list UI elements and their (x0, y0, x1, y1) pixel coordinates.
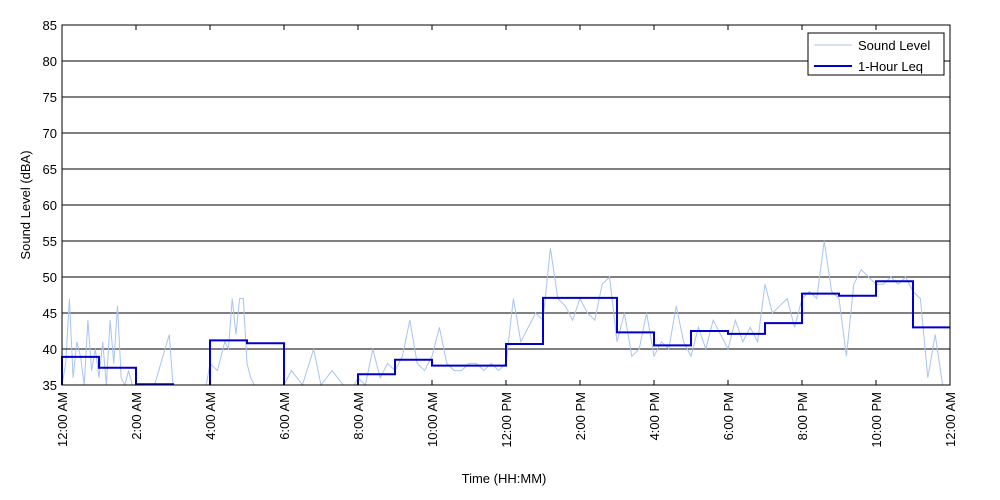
x-tick-label: 4:00 AM (203, 392, 218, 440)
x-tick-label: 12:00 PM (499, 392, 514, 448)
y-tick-label: 65 (43, 162, 57, 177)
x-tick-label: 2:00 AM (129, 392, 144, 440)
x-tick-label: 8:00 PM (795, 392, 810, 440)
x-axis-label: Time (HH:MM) (462, 471, 547, 486)
leq-step-line (61, 280, 950, 386)
legend-label-leq: 1-Hour Leq (858, 59, 923, 74)
y-axis-label: Sound Level (dBA) (18, 150, 33, 259)
legend: Sound Level 1-Hour Leq (807, 32, 945, 76)
y-tick-label: 35 (43, 378, 57, 393)
x-tick-label: 4:00 PM (647, 392, 662, 440)
y-tick-label: 60 (43, 198, 57, 213)
y-tick-label: 55 (43, 234, 57, 249)
y-tick-label: 85 (43, 18, 57, 33)
x-tick-label: 10:00 PM (869, 392, 884, 448)
y-tick-label: 50 (43, 270, 57, 285)
y-tick-label: 70 (43, 126, 57, 141)
y-tick-label: 75 (43, 90, 57, 105)
x-tick-label: 12:00 AM (943, 392, 958, 447)
x-tick-label: 6:00 PM (721, 392, 736, 440)
x-tick-label: 8:00 AM (351, 392, 366, 440)
y-axis: 35 40 45 50 55 60 65 70 75 80 85 (43, 18, 950, 393)
x-tick-label: 12:00 AM (55, 392, 70, 447)
legend-box (807, 32, 945, 76)
y-tick-label: 40 (43, 342, 57, 357)
leq-series (61, 280, 950, 386)
sound-level-series (61, 240, 950, 387)
legend-label-sound-level: Sound Level (858, 38, 930, 53)
x-tick-label: 2:00 PM (573, 392, 588, 440)
x-tick-label: 6:00 AM (277, 392, 292, 440)
sound-level-line (61, 240, 950, 387)
x-axis: 12:00 AM 2:00 AM 4:00 AM 6:00 AM 8:00 AM 10:0… (55, 25, 958, 448)
x-tick-label: 10:00 AM (425, 392, 440, 447)
y-tick-label: 80 (43, 54, 57, 69)
y-tick-label: 45 (43, 306, 57, 321)
